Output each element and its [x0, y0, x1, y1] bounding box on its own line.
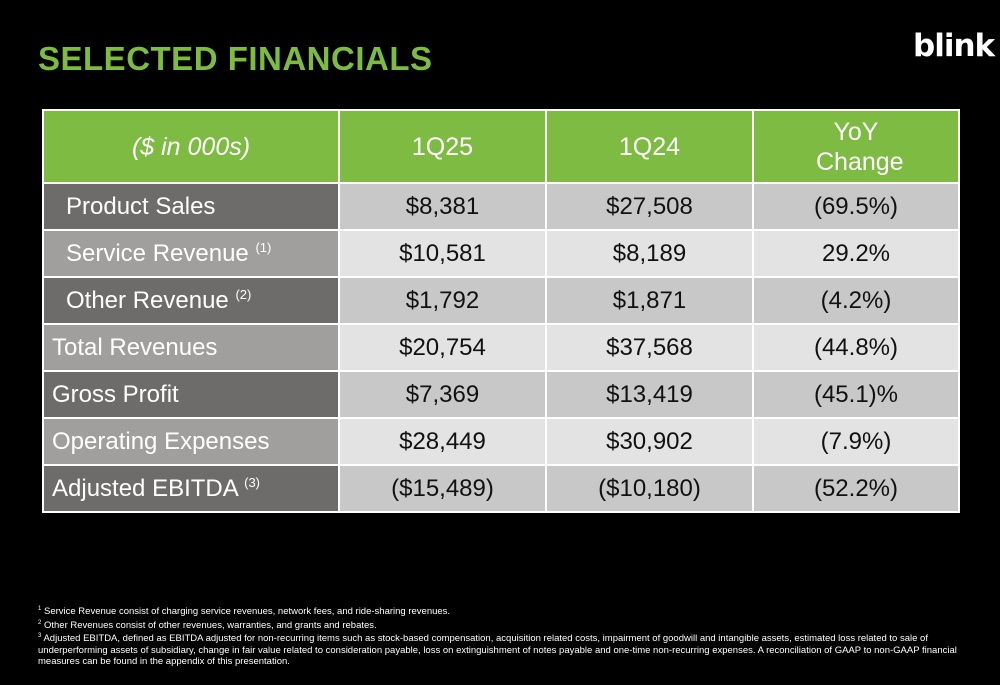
cell-yoy: (52.2%)	[752, 464, 960, 513]
table-row: Adjusted EBITDA (3) ($15,489) ($10,180) …	[42, 464, 960, 513]
footnote-number: 2	[38, 619, 42, 626]
cell-1q24: $13,419	[545, 370, 754, 419]
table-row: Service Revenue (1) $10,581 $8,189 29.2%	[42, 229, 960, 278]
table-header-row: ($ in 000s) 1Q25 1Q24 YoY Change	[42, 109, 960, 184]
footnotes: 1 Service Revenue consist of charging se…	[38, 604, 968, 668]
cell-yoy: (45.1)%	[752, 370, 960, 419]
cell-yoy: (4.2%)	[752, 276, 960, 325]
row-label-text: Other Revenue	[66, 286, 229, 314]
cell-1q25: $20,754	[338, 323, 547, 372]
row-label: Other Revenue (2)	[42, 276, 340, 325]
financials-table: ($ in 000s) 1Q25 1Q24 YoY Change Product…	[42, 109, 960, 513]
cell-1q24: $37,568	[545, 323, 754, 372]
row-label-text: Total Revenues	[52, 333, 218, 361]
cell-1q25: $7,369	[338, 370, 547, 419]
table-row: Product Sales $8,381 $27,508 (69.5%)	[42, 182, 960, 231]
table-row: Gross Profit $7,369 $13,419 (45.1)%	[42, 370, 960, 419]
footnote-ref: (2)	[235, 286, 252, 302]
footnote-text: Service Revenue consist of charging serv…	[43, 606, 451, 617]
cell-1q25: $1,792	[338, 276, 547, 325]
header-1q25: 1Q25	[338, 109, 547, 184]
cell-yoy: (44.8%)	[752, 323, 960, 372]
table-row: Other Revenue (2) $1,792 $1,871 (4.2%)	[42, 276, 960, 325]
header-units: ($ in 000s)	[42, 109, 340, 184]
table-row: Total Revenues $20,754 $37,568 (44.8%)	[42, 323, 960, 372]
cell-1q24: $30,902	[545, 417, 754, 466]
row-label: Operating Expenses	[42, 417, 340, 466]
cell-yoy: 29.2%	[752, 229, 960, 278]
cell-1q25: $8,381	[338, 182, 547, 231]
footnote-ref: (3)	[244, 474, 260, 490]
table-row: Operating Expenses $28,449 $30,902 (7.9%…	[42, 417, 960, 466]
row-label-text: Service Revenue	[66, 239, 249, 267]
page-title: SELECTED FINANCIALS	[38, 40, 433, 77]
header-yoy-change: YoY Change	[752, 109, 960, 184]
footnote-ref: (1)	[255, 239, 272, 255]
cell-1q25: $10,581	[338, 229, 547, 278]
cell-yoy: (69.5%)	[752, 182, 960, 231]
footnote-text: Adjusted EBITDA, defined as EBITDA adjus…	[38, 633, 957, 667]
row-label-text: Product Sales	[66, 192, 216, 220]
row-label: Total Revenues	[42, 323, 340, 372]
row-label: Gross Profit	[42, 370, 340, 419]
footnote-number: 3	[38, 633, 42, 639]
footnote-2: 2 Other Revenues consist of other revenu…	[38, 618, 968, 632]
header-yoy-text: YoY Change	[816, 117, 904, 176]
footnote-number: 1	[38, 606, 42, 612]
cell-1q25: ($15,489)	[338, 464, 547, 513]
footnote-3: 3 Adjusted EBITDA, defined as EBITDA adj…	[38, 631, 968, 668]
cell-1q25: $28,449	[338, 417, 547, 466]
row-label: Product Sales	[42, 182, 340, 231]
cell-1q24: ($10,180)	[545, 464, 754, 513]
row-label: Adjusted EBITDA (3)	[42, 464, 340, 513]
cell-1q24: $1,871	[545, 276, 754, 325]
footnote-text: Other Revenues consist of other revenues…	[43, 619, 377, 631]
cell-1q24: $27,508	[545, 182, 754, 231]
header-1q24: 1Q24	[545, 109, 754, 184]
footnote-1: 1 Service Revenue consist of charging se…	[38, 604, 968, 618]
row-label-text: Gross Profit	[52, 380, 179, 408]
row-label-text: Adjusted EBITDA	[52, 474, 238, 502]
cell-yoy: (7.9%)	[752, 417, 960, 466]
blink-logo: blink	[913, 28, 995, 64]
row-label: Service Revenue (1)	[42, 229, 340, 278]
cell-1q24: $8,189	[545, 229, 754, 278]
row-label-text: Operating Expenses	[52, 427, 270, 455]
